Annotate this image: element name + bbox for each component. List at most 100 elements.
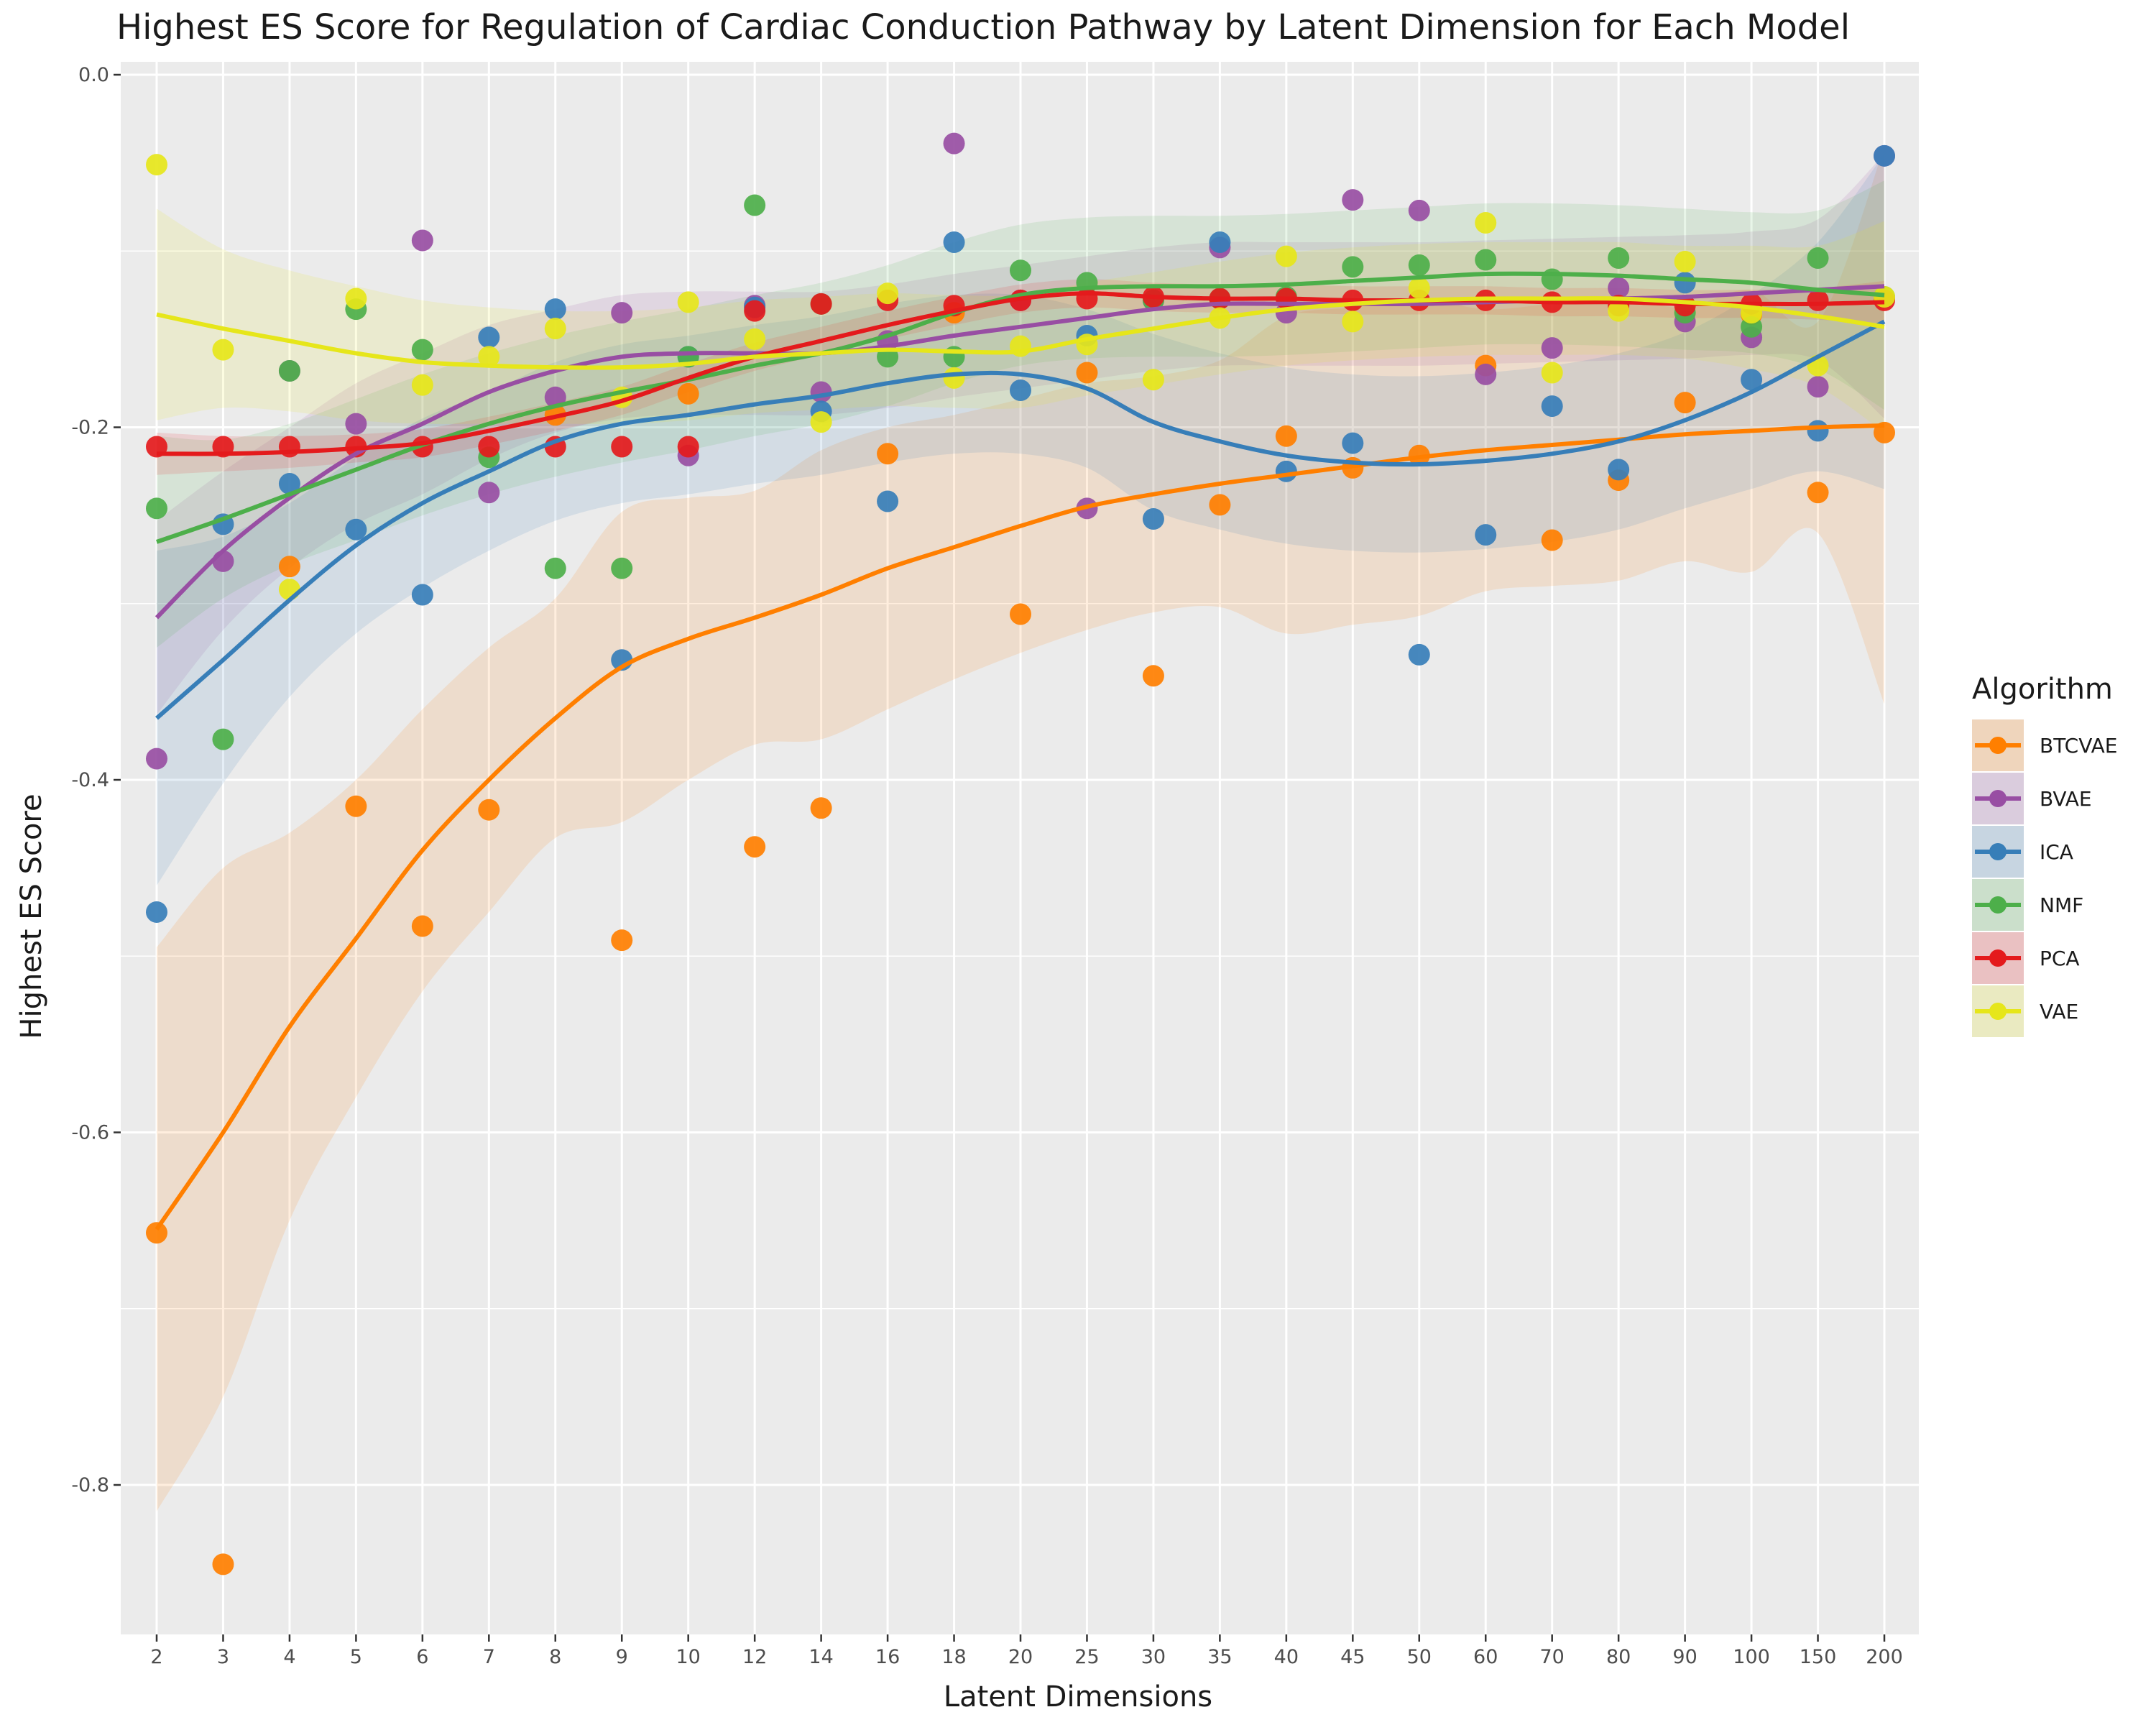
point-ica: [544, 298, 566, 321]
point-nmf: [611, 557, 633, 579]
point-ica: [1874, 144, 1895, 167]
point-btcvae: [744, 836, 766, 858]
x-tick-label: 8: [549, 1646, 561, 1668]
point-vae: [478, 346, 500, 368]
x-tick-label: 30: [1141, 1646, 1166, 1668]
point-btcvae: [677, 382, 699, 405]
point-ica: [411, 584, 433, 606]
legend-items: BTCVAE BVAE ICA NMF PCA VAE: [1972, 719, 2117, 1038]
point-vae: [943, 367, 965, 389]
confidence-band-pca: [157, 279, 1884, 475]
point-nmf: [744, 194, 766, 216]
point-vae: [1275, 245, 1297, 267]
point-pca: [677, 436, 699, 458]
point-vae: [411, 374, 433, 396]
x-tick-label: 7: [483, 1646, 495, 1668]
point-vae: [1541, 362, 1563, 384]
point-btcvae: [146, 1222, 167, 1244]
legend-label: NMF: [2040, 893, 2084, 917]
point-pca: [1076, 288, 1098, 310]
point-ica: [146, 901, 167, 923]
point-pca: [478, 436, 500, 458]
legend-dot-swatch: [1989, 843, 2007, 860]
point-vae: [345, 288, 367, 310]
point-btcvae: [1275, 425, 1297, 447]
point-bvae: [1408, 199, 1430, 221]
y-tick-label: -0.6: [71, 1122, 109, 1144]
legend-title: Algorithm: [1972, 673, 2113, 706]
point-btcvae: [611, 929, 633, 952]
legend-item-vae: VAE: [1972, 985, 2117, 1038]
x-tick-label: 16: [875, 1646, 900, 1668]
point-bvae: [611, 302, 633, 324]
point-ica: [1807, 420, 1829, 442]
point-btcvae: [1674, 392, 1696, 414]
point-ica: [1342, 432, 1364, 454]
point-btcvae: [1010, 603, 1031, 625]
point-ica: [877, 490, 899, 512]
smooth-line-pca: [156, 291, 1885, 456]
point-ica: [278, 472, 300, 494]
point-nmf: [1342, 256, 1364, 278]
legend-key-vae: [1972, 985, 2024, 1037]
point-btcvae: [411, 915, 433, 937]
smooth-line-ica: [155, 319, 1886, 720]
axes: 0.0-0.2-0.4-0.6-0.82 3 4 5 6 7 8 9 10 12 14 16 18 20 2…: [71, 64, 1902, 1668]
legend-item-pca: PCA: [1972, 932, 2117, 985]
point-btcvae: [1807, 482, 1829, 504]
x-tick-label: 90: [1672, 1646, 1697, 1668]
legend-item-ica: ICA: [1972, 825, 2117, 878]
point-vae: [1475, 212, 1497, 234]
x-axis-label: Latent Dimensions: [943, 1680, 1213, 1714]
point-vae: [212, 339, 234, 361]
point-bvae: [345, 413, 367, 435]
point-ica: [478, 326, 500, 349]
smooth-line-btcvae: [155, 423, 1885, 1231]
y-tick-label: -0.8: [71, 1474, 109, 1496]
x-tick-label: 200: [1866, 1646, 1903, 1668]
point-bvae: [1541, 337, 1563, 359]
point-ica: [1741, 369, 1763, 391]
point-nmf: [1475, 249, 1497, 271]
point-bvae: [212, 550, 234, 572]
x-tick-label: 4: [283, 1646, 295, 1668]
point-btcvae: [212, 1553, 234, 1576]
point-ica: [1275, 460, 1297, 482]
point-bvae: [1342, 189, 1364, 211]
smooth-lines: [155, 271, 1886, 1231]
point-ica: [1608, 459, 1630, 481]
x-tick-label: 5: [350, 1646, 362, 1668]
x-tick-label: 150: [1800, 1646, 1837, 1668]
point-btcvae: [1142, 665, 1164, 687]
point-btcvae: [1209, 494, 1231, 516]
legend-label: BTCVAE: [2040, 733, 2118, 758]
point-btcvae: [478, 799, 500, 821]
x-tick-label: 9: [616, 1646, 628, 1668]
y-tick-label: -0.2: [71, 417, 109, 439]
smooth-line-vae: [156, 296, 1885, 370]
point-vae: [1342, 310, 1364, 333]
confidence-band-bvae: [157, 154, 1884, 715]
x-tick-label: 40: [1274, 1646, 1299, 1668]
x-tick-label: 12: [742, 1646, 767, 1668]
point-ica: [1541, 395, 1563, 418]
point-nmf: [1010, 259, 1031, 282]
point-ica: [345, 518, 367, 540]
point-btcvae: [1541, 529, 1563, 551]
point-pca: [810, 293, 832, 315]
point-bvae: [1807, 376, 1829, 398]
point-ica: [1674, 272, 1696, 294]
point-nmf: [278, 360, 300, 382]
point-bvae: [943, 132, 965, 155]
x-tick-label: 2: [150, 1646, 162, 1668]
x-tick-label: 100: [1733, 1646, 1770, 1668]
point-bvae: [478, 482, 500, 504]
point-ica: [943, 231, 965, 253]
legend-label: VAE: [2040, 999, 2079, 1024]
point-btcvae: [278, 556, 300, 578]
x-tick-label: 80: [1606, 1646, 1631, 1668]
x-tick-label: 20: [1008, 1646, 1033, 1668]
point-vae: [677, 291, 699, 313]
point-vae: [1674, 250, 1696, 272]
